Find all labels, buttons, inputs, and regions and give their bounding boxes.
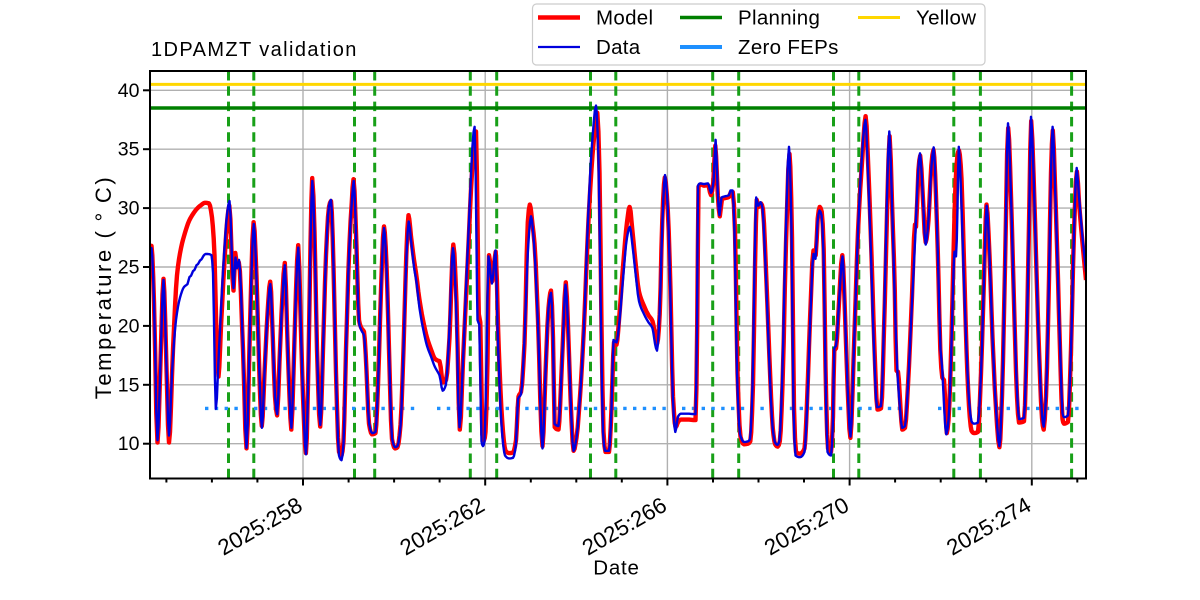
svg-text:Temperature ( ° C): Temperature ( ° C) xyxy=(91,175,116,400)
svg-text:Data: Data xyxy=(596,36,641,59)
svg-text:30: 30 xyxy=(118,198,140,220)
svg-text:25: 25 xyxy=(118,257,140,279)
svg-text:Zero FEPs: Zero FEPs xyxy=(738,36,839,59)
svg-text:40: 40 xyxy=(118,80,140,102)
svg-text:Date: Date xyxy=(593,557,640,580)
svg-text:10: 10 xyxy=(118,433,140,455)
svg-text:Yellow: Yellow xyxy=(916,7,976,30)
svg-text:1DPAMZT validation: 1DPAMZT validation xyxy=(151,39,358,61)
svg-text:20: 20 xyxy=(118,315,140,337)
svg-text:35: 35 xyxy=(118,139,140,161)
svg-text:15: 15 xyxy=(118,374,140,396)
svg-text:Model: Model xyxy=(596,7,653,30)
svg-text:Planning: Planning xyxy=(738,7,820,30)
